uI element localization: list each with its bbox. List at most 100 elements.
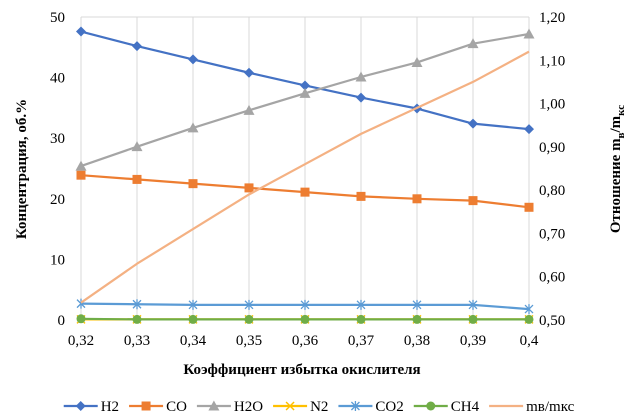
data-point — [244, 314, 254, 324]
y2-tick-label: 1,20 — [539, 10, 565, 26]
data-point — [188, 179, 198, 189]
series-mв/mкс — [80, 50, 530, 304]
legend-marker — [426, 401, 436, 411]
y2-tick-label: 1,10 — [539, 53, 565, 69]
legend-marker — [285, 401, 295, 411]
data-point — [300, 187, 310, 197]
data-point — [468, 299, 478, 310]
data-point — [468, 314, 478, 324]
x-tick-label: 0,38 — [404, 333, 430, 349]
data-point — [76, 170, 86, 180]
legend-item-CH4: CH4 — [413, 399, 480, 415]
y-tick-label: 0 — [58, 313, 66, 329]
data-point — [411, 56, 423, 67]
legend-item-H2: H2 — [63, 399, 119, 415]
legend-item-CO2: CO2 — [338, 399, 404, 415]
y2-axis-title: Отношение mв/mкс — [608, 105, 627, 233]
y2-tick-label: 0,80 — [539, 183, 565, 199]
y2-tick-label: 0,50 — [539, 313, 565, 329]
data-point — [524, 304, 534, 315]
x-tick-label: 0,36 — [292, 333, 319, 349]
data-point — [523, 28, 535, 39]
data-point — [468, 118, 478, 129]
data-point — [412, 299, 422, 310]
series-line — [80, 50, 530, 304]
data-point — [132, 299, 142, 310]
legend-item-N2: N2 — [273, 399, 328, 415]
y-tick-label: 20 — [50, 192, 65, 208]
y-tick-label: 10 — [50, 252, 65, 268]
data-point — [244, 299, 254, 310]
y2-tick-label: 0,90 — [539, 140, 565, 156]
series-layer — [75, 26, 535, 324]
series-CO2 — [76, 298, 534, 315]
x-tick-label: 0,34 — [180, 333, 207, 349]
legend-label: H2O — [234, 399, 263, 415]
data-point — [76, 26, 86, 37]
legend-marker — [208, 400, 220, 411]
data-point — [468, 196, 478, 206]
legend-label: H2 — [101, 399, 119, 415]
x-axis-ticks: 0,32 0,33 0,34 0,35 0,36 0,37 0,38 0,39 0,4 — [68, 333, 539, 349]
data-point — [524, 124, 534, 135]
series-CH4 — [76, 314, 534, 324]
data-point — [356, 299, 366, 310]
data-point — [412, 314, 422, 324]
grid — [80, 16, 530, 321]
legend-label: CH4 — [451, 399, 480, 415]
legend-label: CO — [166, 399, 187, 415]
legend-marker — [75, 401, 86, 411]
series-H2O — [75, 28, 535, 171]
data-point — [524, 202, 534, 212]
y2-tick-label: 1,00 — [539, 97, 565, 113]
y-axis-title: Концентрация, об.% — [14, 99, 30, 239]
data-point — [187, 122, 199, 133]
x-tick-label: 0,4 — [520, 333, 539, 349]
data-point — [356, 314, 366, 324]
data-point — [300, 314, 310, 324]
x-tick-label: 0,39 — [460, 333, 486, 349]
data-point — [355, 71, 367, 82]
data-point — [300, 299, 310, 310]
data-point — [243, 104, 255, 115]
x-tick-label: 0,33 — [124, 333, 150, 349]
y2-axis-title-mid: /m — [608, 115, 624, 133]
data-point — [356, 191, 366, 201]
data-point — [188, 314, 198, 324]
data-point — [299, 87, 311, 98]
data-point — [467, 38, 479, 49]
data-point — [412, 194, 422, 204]
data-point — [75, 160, 87, 171]
series-CO — [76, 170, 534, 212]
data-point — [188, 299, 198, 310]
data-point — [131, 141, 143, 152]
legend-marker — [141, 401, 151, 411]
legend-label: mв/mкс — [526, 399, 574, 415]
legend-item-CO: CO — [129, 399, 187, 415]
legend-label: N2 — [310, 399, 328, 415]
y-axis-ticks: 0 10 20 30 40 50 — [50, 10, 65, 329]
data-point — [132, 174, 142, 184]
legend-marker — [350, 401, 360, 411]
x-tick-label: 0,32 — [68, 333, 94, 349]
legend: H2 CO H2O N2 CO2 CH4 mв/mкс — [63, 399, 575, 415]
data-point — [356, 92, 366, 103]
data-point — [300, 80, 310, 91]
y-tick-label: 40 — [50, 71, 65, 87]
data-point — [244, 183, 254, 193]
y-tick-label: 50 — [50, 10, 65, 26]
y2-axis-ticks: 0,50 0,60 0,70 0,80 0,90 1,00 1,10 1,20 — [539, 10, 565, 329]
legend-item-H2O: H2O — [196, 399, 263, 415]
y2-tick-label: 0,60 — [539, 270, 565, 286]
data-point — [76, 314, 86, 324]
y2-axis-title-main: Отношение m — [608, 138, 624, 233]
x-tick-label: 0,35 — [236, 333, 262, 349]
y-tick-label: 30 — [50, 131, 65, 147]
legend-item-mв/mкс: mв/mкс — [489, 399, 575, 415]
y2-tick-label: 0,70 — [539, 226, 565, 242]
y2-axis-title-sub1: в — [615, 132, 627, 138]
series-H2 — [76, 26, 534, 135]
data-point — [524, 314, 534, 324]
x-axis-title: Коэффициент избытка окислителя — [183, 362, 420, 378]
